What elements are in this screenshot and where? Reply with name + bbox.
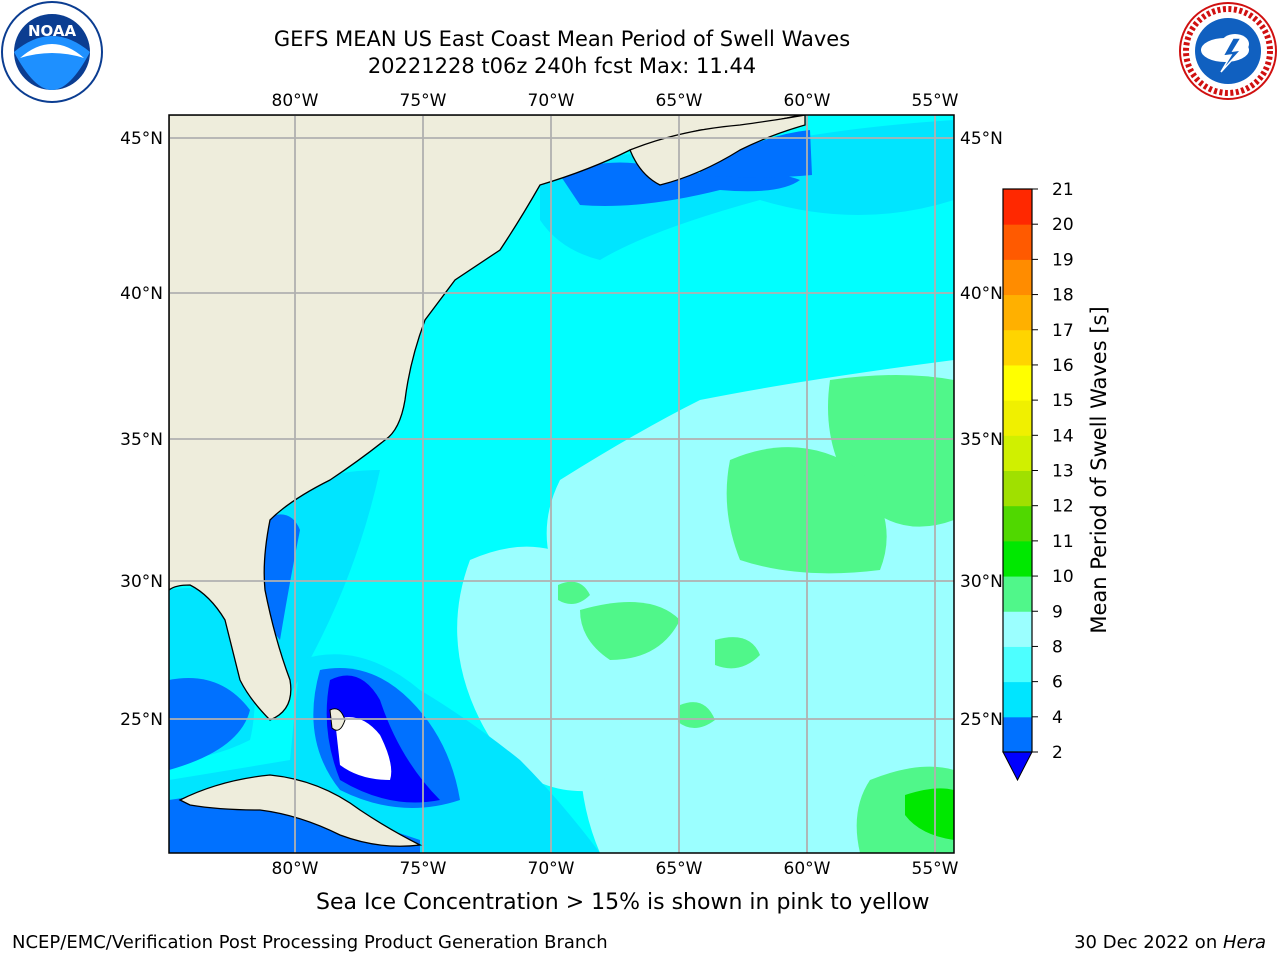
colorbar-tick-label: 16 [1052, 356, 1074, 376]
lon-label-top: 55°W [912, 91, 959, 111]
colorbar-cell [1003, 294, 1032, 331]
top-longitude-labels: 80°W 75°W 70°W 65°W 60°W 55°W [272, 91, 959, 111]
region-9-10s-patch1 [580, 602, 680, 660]
left-latitude-labels: 45°N 40°N 35°N 30°N 25°N [120, 129, 163, 730]
map-frame [168, 114, 955, 854]
colorbar-tick-label: 2 [1052, 743, 1063, 763]
colorbar-tick-label: 20 [1052, 215, 1074, 235]
footer-machine: Hera [1222, 932, 1266, 953]
nova-scotia-land [629, 115, 806, 186]
colorbar-tick-label: 15 [1052, 391, 1074, 411]
region-2-4s-novascotia [700, 130, 812, 178]
colorbar-under-triangle [1002, 751, 1033, 782]
bottom-longitude-labels: 80°W 75°W 70°W 65°W 60°W 55°W [272, 859, 959, 879]
colorbar-cells [1003, 189, 1032, 753]
colorbar-tick-label: 13 [1052, 462, 1074, 482]
lat-label-left: 25°N [120, 710, 163, 730]
noaa-logo-text: NOAA [28, 22, 77, 40]
colorbar-tick-label: 18 [1052, 286, 1074, 306]
map-gridlines [169, 115, 954, 853]
noaa-logo: NOAA [1, 1, 103, 103]
lon-label-bottom: 55°W [912, 859, 959, 879]
colorbar-tick-label: 19 [1052, 250, 1074, 270]
region-9-10s-patch3 [558, 581, 590, 604]
region-gulf-2-4s [169, 678, 250, 770]
lat-label-right: 30°N [960, 572, 1003, 592]
region-8-9s-central [457, 546, 627, 792]
sea-ice-note: Sea Ice Concentration > 15% is shown in … [316, 890, 930, 915]
lat-label-right: 40°N [960, 284, 1003, 304]
colorbar-cell [1003, 329, 1032, 366]
lat-label-right: 45°N [960, 129, 1003, 149]
lon-label-bottom: 80°W [272, 859, 319, 879]
region-bahamas-no-data [335, 717, 392, 780]
lat-label-left: 30°N [120, 572, 163, 592]
us-east-coast-land [169, 115, 801, 721]
colorbar-cell [1003, 505, 1032, 542]
footer-date-text: 30 Dec 2022 on [1074, 932, 1223, 953]
lon-label-top: 60°W [784, 91, 831, 111]
nws-logo [1179, 2, 1277, 100]
colorbar-cell [1003, 540, 1032, 577]
colorbar-cell [1003, 259, 1032, 296]
lon-label-top: 75°W [400, 91, 447, 111]
region-9-10s-patch4 [678, 702, 715, 729]
lon-label-bottom: 75°W [400, 859, 447, 879]
chart-subtitle: 20221228 t06z 240h fcst Max: 11.44 [367, 54, 757, 78]
region-9-10s-patch2 [715, 637, 760, 669]
colorbar-cell [1003, 435, 1032, 471]
region-10-11s-southeast [905, 788, 954, 840]
lon-label-bottom: 70°W [528, 859, 575, 879]
land-areas [169, 115, 806, 847]
lon-label-top: 80°W [272, 91, 319, 111]
lat-label-left: 40°N [120, 284, 163, 304]
colorbar-cell [1003, 611, 1032, 647]
cuba-land [178, 774, 423, 847]
chart-title: GEFS MEAN US East Coast Mean Period of S… [273, 27, 851, 51]
colorbar-tick-label: 4 [1052, 708, 1063, 728]
lat-label-left: 35°N [120, 430, 163, 450]
lat-label-right: 25°N [960, 710, 1003, 730]
colorbar-cell [1003, 716, 1032, 753]
region-2-4s-southeast-coast [262, 514, 300, 640]
colorbar-cell [1003, 189, 1032, 225]
footer-credit: NCEP/EMC/Verification Post Processing Pr… [12, 932, 608, 953]
colorbar-cell [1003, 224, 1032, 260]
lat-label-right: 35°N [960, 430, 1003, 450]
colorbar-label: Mean Period of Swell Waves [s] [1087, 306, 1111, 633]
lat-label-left: 45°N [120, 129, 163, 149]
colorbar-tick-label: 21 [1052, 180, 1074, 200]
colorbar-tick-label: 9 [1052, 602, 1063, 622]
colorbar-cell [1003, 681, 1032, 718]
colorbar-tick-label: 12 [1052, 497, 1074, 517]
colorbar-ticks: 2 4 6 8 9 10 11 12 13 14 15 16 17 18 19 20 21 [1032, 180, 1074, 763]
colorbar-tick-label: 10 [1052, 567, 1074, 587]
map-area [169, 115, 954, 853]
colorbar-tick-label: 6 [1052, 673, 1063, 693]
colorbar-cell [1003, 576, 1032, 612]
colorbar-cell [1003, 646, 1032, 683]
footer-date: 30 Dec 2022 on Hera [1074, 932, 1266, 953]
lon-label-top: 70°W [528, 91, 575, 111]
colorbar: 2 4 6 8 9 10 11 12 13 14 15 16 17 18 19 20 21 Mean Perio… [1002, 180, 1111, 782]
lon-label-bottom: 65°W [656, 859, 703, 879]
colorbar-tick-label: 17 [1052, 321, 1074, 341]
lon-label-top: 65°W [656, 91, 703, 111]
colorbar-tick-label: 8 [1052, 637, 1063, 657]
lon-label-bottom: 60°W [784, 859, 831, 879]
colorbar-tick-label: 14 [1052, 426, 1074, 446]
colorbar-tick-label: 11 [1052, 532, 1074, 552]
colorbar-cell [1003, 470, 1032, 507]
right-latitude-labels: 45°N 40°N 35°N 30°N 25°N [960, 129, 1003, 730]
colorbar-cell [1003, 400, 1032, 436]
colorbar-cell [1003, 364, 1032, 401]
